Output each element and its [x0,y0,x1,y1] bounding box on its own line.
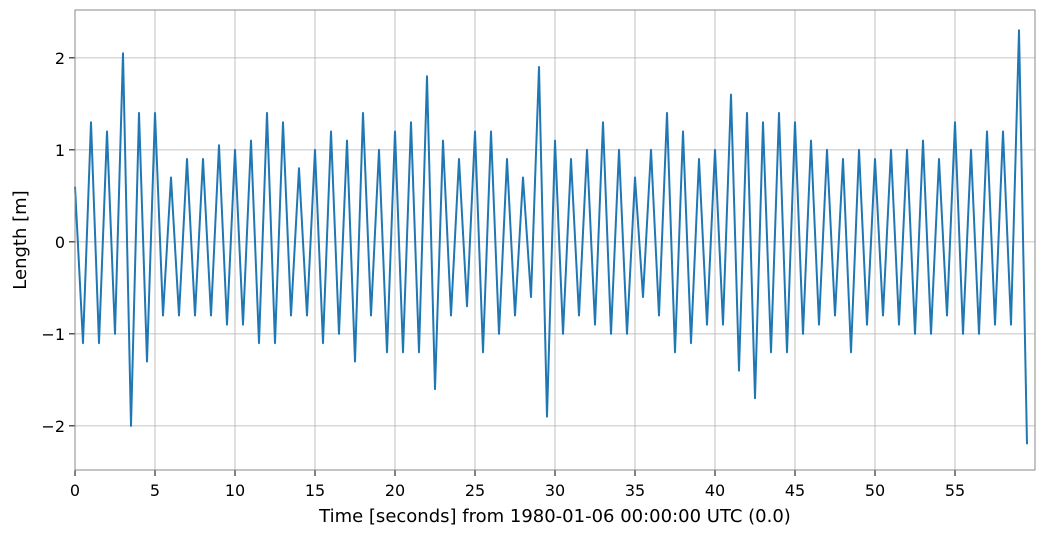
x-tick-label: 10 [225,481,245,500]
x-tick-label: 55 [945,481,965,500]
y-axis-label: Length [m] [10,190,31,289]
x-tick-label: 45 [785,481,805,500]
x-axis-label: Time [seconds] from 1980-01-06 00:00:00 … [318,506,791,527]
y-tick-label: 0 [55,233,65,252]
y-tick-label: 2 [55,49,65,68]
x-tick-label: 40 [705,481,725,500]
x-tick-label: 25 [465,481,485,500]
x-tick-label: 50 [865,481,885,500]
x-tick-label: 15 [305,481,325,500]
y-tick-label: 1 [55,141,65,160]
y-tick-label: −1 [41,325,65,344]
x-tick-label: 30 [545,481,565,500]
plot-frame [74,9,1036,471]
data-line [74,29,1028,445]
x-tick-label: 35 [625,481,645,500]
x-tick-label: 5 [150,481,160,500]
y-tick-label: −2 [41,417,65,436]
x-tick-label: 20 [385,481,405,500]
x-tick-label: 0 [70,481,80,500]
